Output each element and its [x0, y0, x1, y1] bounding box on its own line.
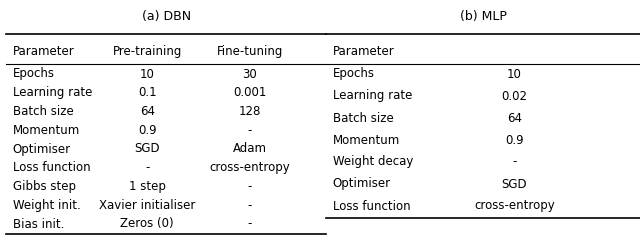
Text: -: - [248, 124, 252, 137]
Text: Momentum: Momentum [333, 134, 400, 146]
Text: Xavier initialiser: Xavier initialiser [99, 199, 195, 212]
Text: 64: 64 [507, 112, 522, 124]
Text: Fine-tuning: Fine-tuning [216, 45, 283, 58]
Text: Weight init.: Weight init. [13, 199, 81, 212]
Text: Learning rate: Learning rate [13, 86, 92, 99]
Text: -: - [248, 218, 252, 230]
Text: 0.9: 0.9 [505, 134, 524, 146]
Text: -: - [145, 161, 149, 174]
Text: (a) DBN: (a) DBN [142, 10, 191, 23]
Text: 10: 10 [140, 68, 155, 80]
Text: cross-entropy: cross-entropy [209, 161, 290, 174]
Text: (b) MLP: (b) MLP [460, 10, 507, 23]
Text: Optimiser: Optimiser [333, 178, 391, 190]
Text: 1 step: 1 step [129, 180, 166, 193]
Text: 64: 64 [140, 105, 155, 118]
Text: 128: 128 [239, 105, 260, 118]
Text: Weight decay: Weight decay [333, 156, 413, 168]
Text: Epochs: Epochs [333, 68, 374, 80]
Text: -: - [248, 180, 252, 193]
Text: Pre-training: Pre-training [113, 45, 182, 58]
Text: 10: 10 [507, 68, 522, 80]
Text: Parameter: Parameter [333, 45, 394, 58]
Text: -: - [513, 156, 516, 168]
Text: Learning rate: Learning rate [333, 90, 412, 102]
Text: 30: 30 [242, 68, 257, 80]
Text: Batch size: Batch size [333, 112, 394, 124]
Text: 0.9: 0.9 [138, 124, 157, 137]
Text: Gibbs step: Gibbs step [13, 180, 76, 193]
Text: cross-entropy: cross-entropy [474, 200, 555, 212]
Text: 0.02: 0.02 [502, 90, 527, 102]
Text: SGD: SGD [502, 178, 527, 190]
Text: Parameter: Parameter [13, 45, 74, 58]
Text: Zeros (0): Zeros (0) [120, 218, 174, 230]
Text: -: - [248, 199, 252, 212]
Text: Adam: Adam [232, 142, 267, 156]
Text: 0.1: 0.1 [138, 86, 157, 99]
Text: Optimiser: Optimiser [13, 142, 71, 156]
Text: SGD: SGD [134, 142, 160, 156]
Text: Momentum: Momentum [13, 124, 80, 137]
Text: 0.001: 0.001 [233, 86, 266, 99]
Text: Loss function: Loss function [333, 200, 410, 212]
Text: Batch size: Batch size [13, 105, 74, 118]
Text: Loss function: Loss function [13, 161, 90, 174]
Text: Bias init.: Bias init. [13, 218, 64, 230]
Text: Epochs: Epochs [13, 68, 55, 80]
